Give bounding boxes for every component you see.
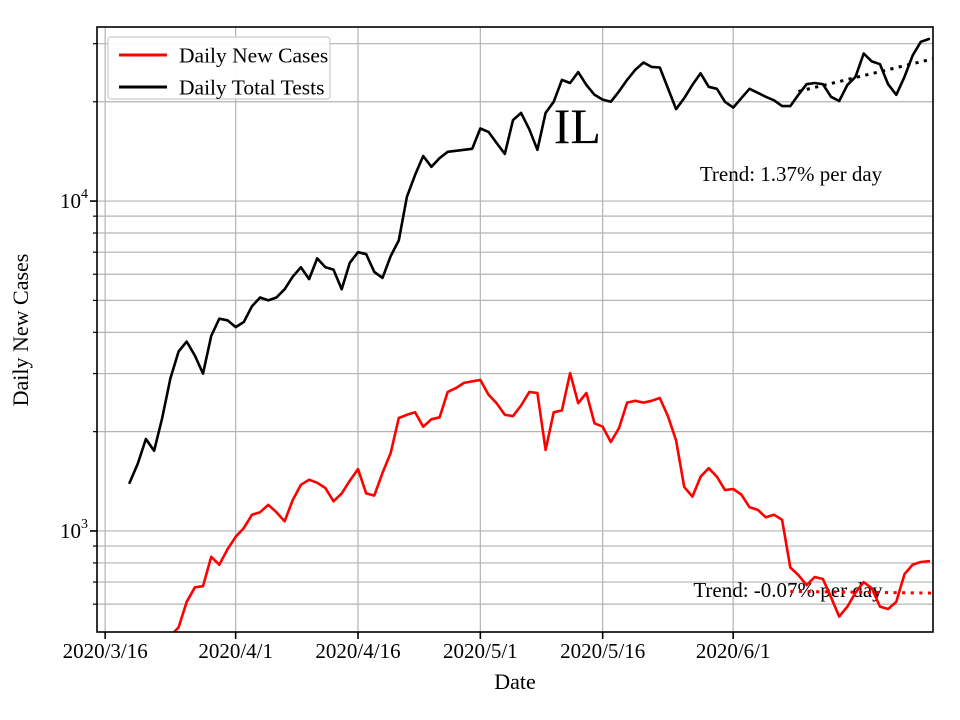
tests-trend-dotted-line bbox=[798, 57, 933, 93]
x-tick-label: 2020/5/16 bbox=[560, 639, 645, 663]
x-tick-label: 2020/4/16 bbox=[315, 639, 400, 663]
daily-total-tests-line bbox=[128, 37, 931, 485]
legend: Daily New Cases Daily Total Tests bbox=[107, 36, 331, 100]
y-tick-labels: 103 104 bbox=[60, 187, 88, 543]
x-tick-label: 2020/6/1 bbox=[696, 639, 771, 663]
y-tick-label: 104 bbox=[60, 187, 88, 213]
y-tick-exponent: 3 bbox=[81, 517, 88, 532]
x-tick-label: 2020/3/16 bbox=[63, 639, 148, 663]
daily-new-cases-line bbox=[172, 371, 931, 632]
x-gridlines bbox=[104, 27, 734, 632]
legend-box bbox=[107, 36, 331, 100]
x-tick-label: 2020/5/1 bbox=[443, 639, 518, 663]
plot-border bbox=[96, 26, 934, 633]
x-tick-labels: 2020/3/16 2020/4/1 2020/4/16 2020/5/1 20… bbox=[63, 639, 771, 663]
legend-label-tests: Daily Total Tests bbox=[179, 76, 325, 100]
y-tick-exponent: 4 bbox=[81, 187, 88, 202]
y-tick-label: 103 bbox=[60, 517, 88, 543]
state-annotation: IL bbox=[554, 98, 601, 154]
tests-trend-label: Trend: 1.37% per day bbox=[700, 162, 883, 186]
y-tick-base: 10 bbox=[60, 189, 81, 213]
y-gridlines bbox=[97, 43, 933, 605]
x-axis-label: Date bbox=[494, 669, 536, 694]
cases-trend-dotted-line bbox=[790, 589, 933, 595]
x-tick-label: 2020/4/1 bbox=[198, 639, 273, 663]
legend-label-cases: Daily New Cases bbox=[179, 44, 328, 68]
y-tick-base: 10 bbox=[60, 519, 81, 543]
y-axis-label: Daily New Cases bbox=[8, 254, 33, 407]
cases-trend-label: Trend: -0.07% per day bbox=[693, 578, 883, 602]
